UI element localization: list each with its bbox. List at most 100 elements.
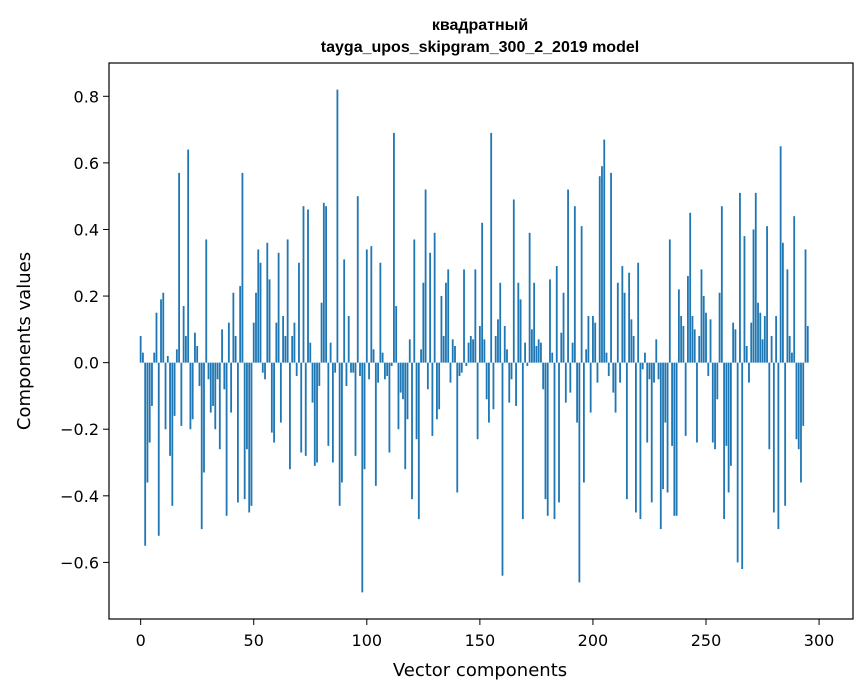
bar <box>255 292 257 363</box>
bar <box>298 262 300 363</box>
bar <box>696 362 698 443</box>
x-tick-label: 150 <box>465 631 496 650</box>
bar <box>216 362 219 380</box>
bar <box>144 362 147 546</box>
bar <box>569 362 572 393</box>
bar <box>395 306 398 363</box>
bar <box>270 362 273 433</box>
bar <box>650 362 653 503</box>
bar <box>662 362 664 490</box>
bar <box>155 312 158 363</box>
y-tick-label: −0.6 <box>60 553 99 572</box>
bar <box>797 362 800 450</box>
bar <box>454 345 456 363</box>
bar <box>252 322 255 363</box>
bar <box>139 336 142 363</box>
bar <box>442 336 445 363</box>
bar <box>164 362 167 430</box>
bar <box>483 339 486 363</box>
y-tick-label: −0.2 <box>60 420 99 439</box>
bar <box>390 362 393 366</box>
bar <box>393 132 395 363</box>
bar <box>754 192 757 363</box>
bar <box>223 362 226 390</box>
bar <box>420 349 422 363</box>
bar <box>723 362 726 520</box>
y-axis-ticks: −0.6 −0.4 −0.2 0.0 0.2 0.4 0.6 0.8 <box>60 87 109 572</box>
bar <box>551 352 554 363</box>
bar <box>682 326 685 363</box>
bar <box>169 362 171 456</box>
bar <box>268 279 271 363</box>
bar <box>436 362 438 420</box>
y-tick-label: 0.6 <box>74 154 99 173</box>
bar <box>680 316 683 363</box>
bar <box>562 292 565 363</box>
y-tick-label: −0.4 <box>60 487 99 506</box>
bar <box>148 362 151 443</box>
bar <box>630 319 633 363</box>
x-tick-label: 50 <box>244 631 264 650</box>
y-tick-label: 0.2 <box>74 287 99 306</box>
bar <box>313 362 316 466</box>
bar <box>447 269 450 363</box>
bar <box>580 226 583 363</box>
chart-title-line-2: tayga_upos_skipgram_300_2_2019 model <box>321 39 639 56</box>
bar <box>214 362 217 430</box>
bar <box>745 345 748 363</box>
bar <box>157 362 160 536</box>
bar <box>578 362 581 583</box>
bar <box>456 362 459 493</box>
bar <box>750 322 753 363</box>
bar <box>160 299 162 363</box>
bar <box>383 362 386 380</box>
bar <box>592 316 594 363</box>
bar <box>359 362 361 376</box>
bar <box>406 362 409 420</box>
bar <box>411 362 413 500</box>
bar <box>677 289 680 363</box>
bar <box>768 362 771 450</box>
bar <box>445 282 447 363</box>
plot-frame <box>108 62 854 620</box>
bar <box>571 342 574 363</box>
bar <box>184 336 187 363</box>
bar <box>802 362 805 426</box>
bar <box>275 322 278 363</box>
bar <box>612 362 615 393</box>
y-tick-label: 0.0 <box>74 354 99 373</box>
bar <box>616 282 619 363</box>
bar <box>295 362 298 376</box>
bar <box>759 312 762 363</box>
bar <box>415 362 418 440</box>
bar <box>338 362 341 506</box>
x-tick-label: 200 <box>578 631 609 650</box>
bar <box>467 342 470 363</box>
bar <box>637 262 640 363</box>
bar <box>474 269 477 363</box>
bar <box>413 239 416 363</box>
bar <box>451 339 454 363</box>
bar <box>485 362 488 400</box>
bar <box>146 362 149 483</box>
bar <box>711 362 714 443</box>
bar <box>449 362 452 383</box>
bar <box>246 362 248 450</box>
bar <box>668 239 671 363</box>
bar <box>264 362 266 380</box>
bar <box>458 362 461 376</box>
bar <box>463 269 465 363</box>
bar <box>374 362 377 486</box>
bar <box>194 332 196 363</box>
bar <box>488 362 490 423</box>
bar <box>725 362 728 446</box>
bar <box>540 342 542 363</box>
bar <box>635 362 637 513</box>
bar <box>601 166 603 363</box>
bar <box>322 202 325 363</box>
bar <box>250 362 253 506</box>
bar <box>795 362 798 440</box>
bar <box>327 362 330 446</box>
bar <box>490 132 493 363</box>
bar <box>732 322 735 363</box>
